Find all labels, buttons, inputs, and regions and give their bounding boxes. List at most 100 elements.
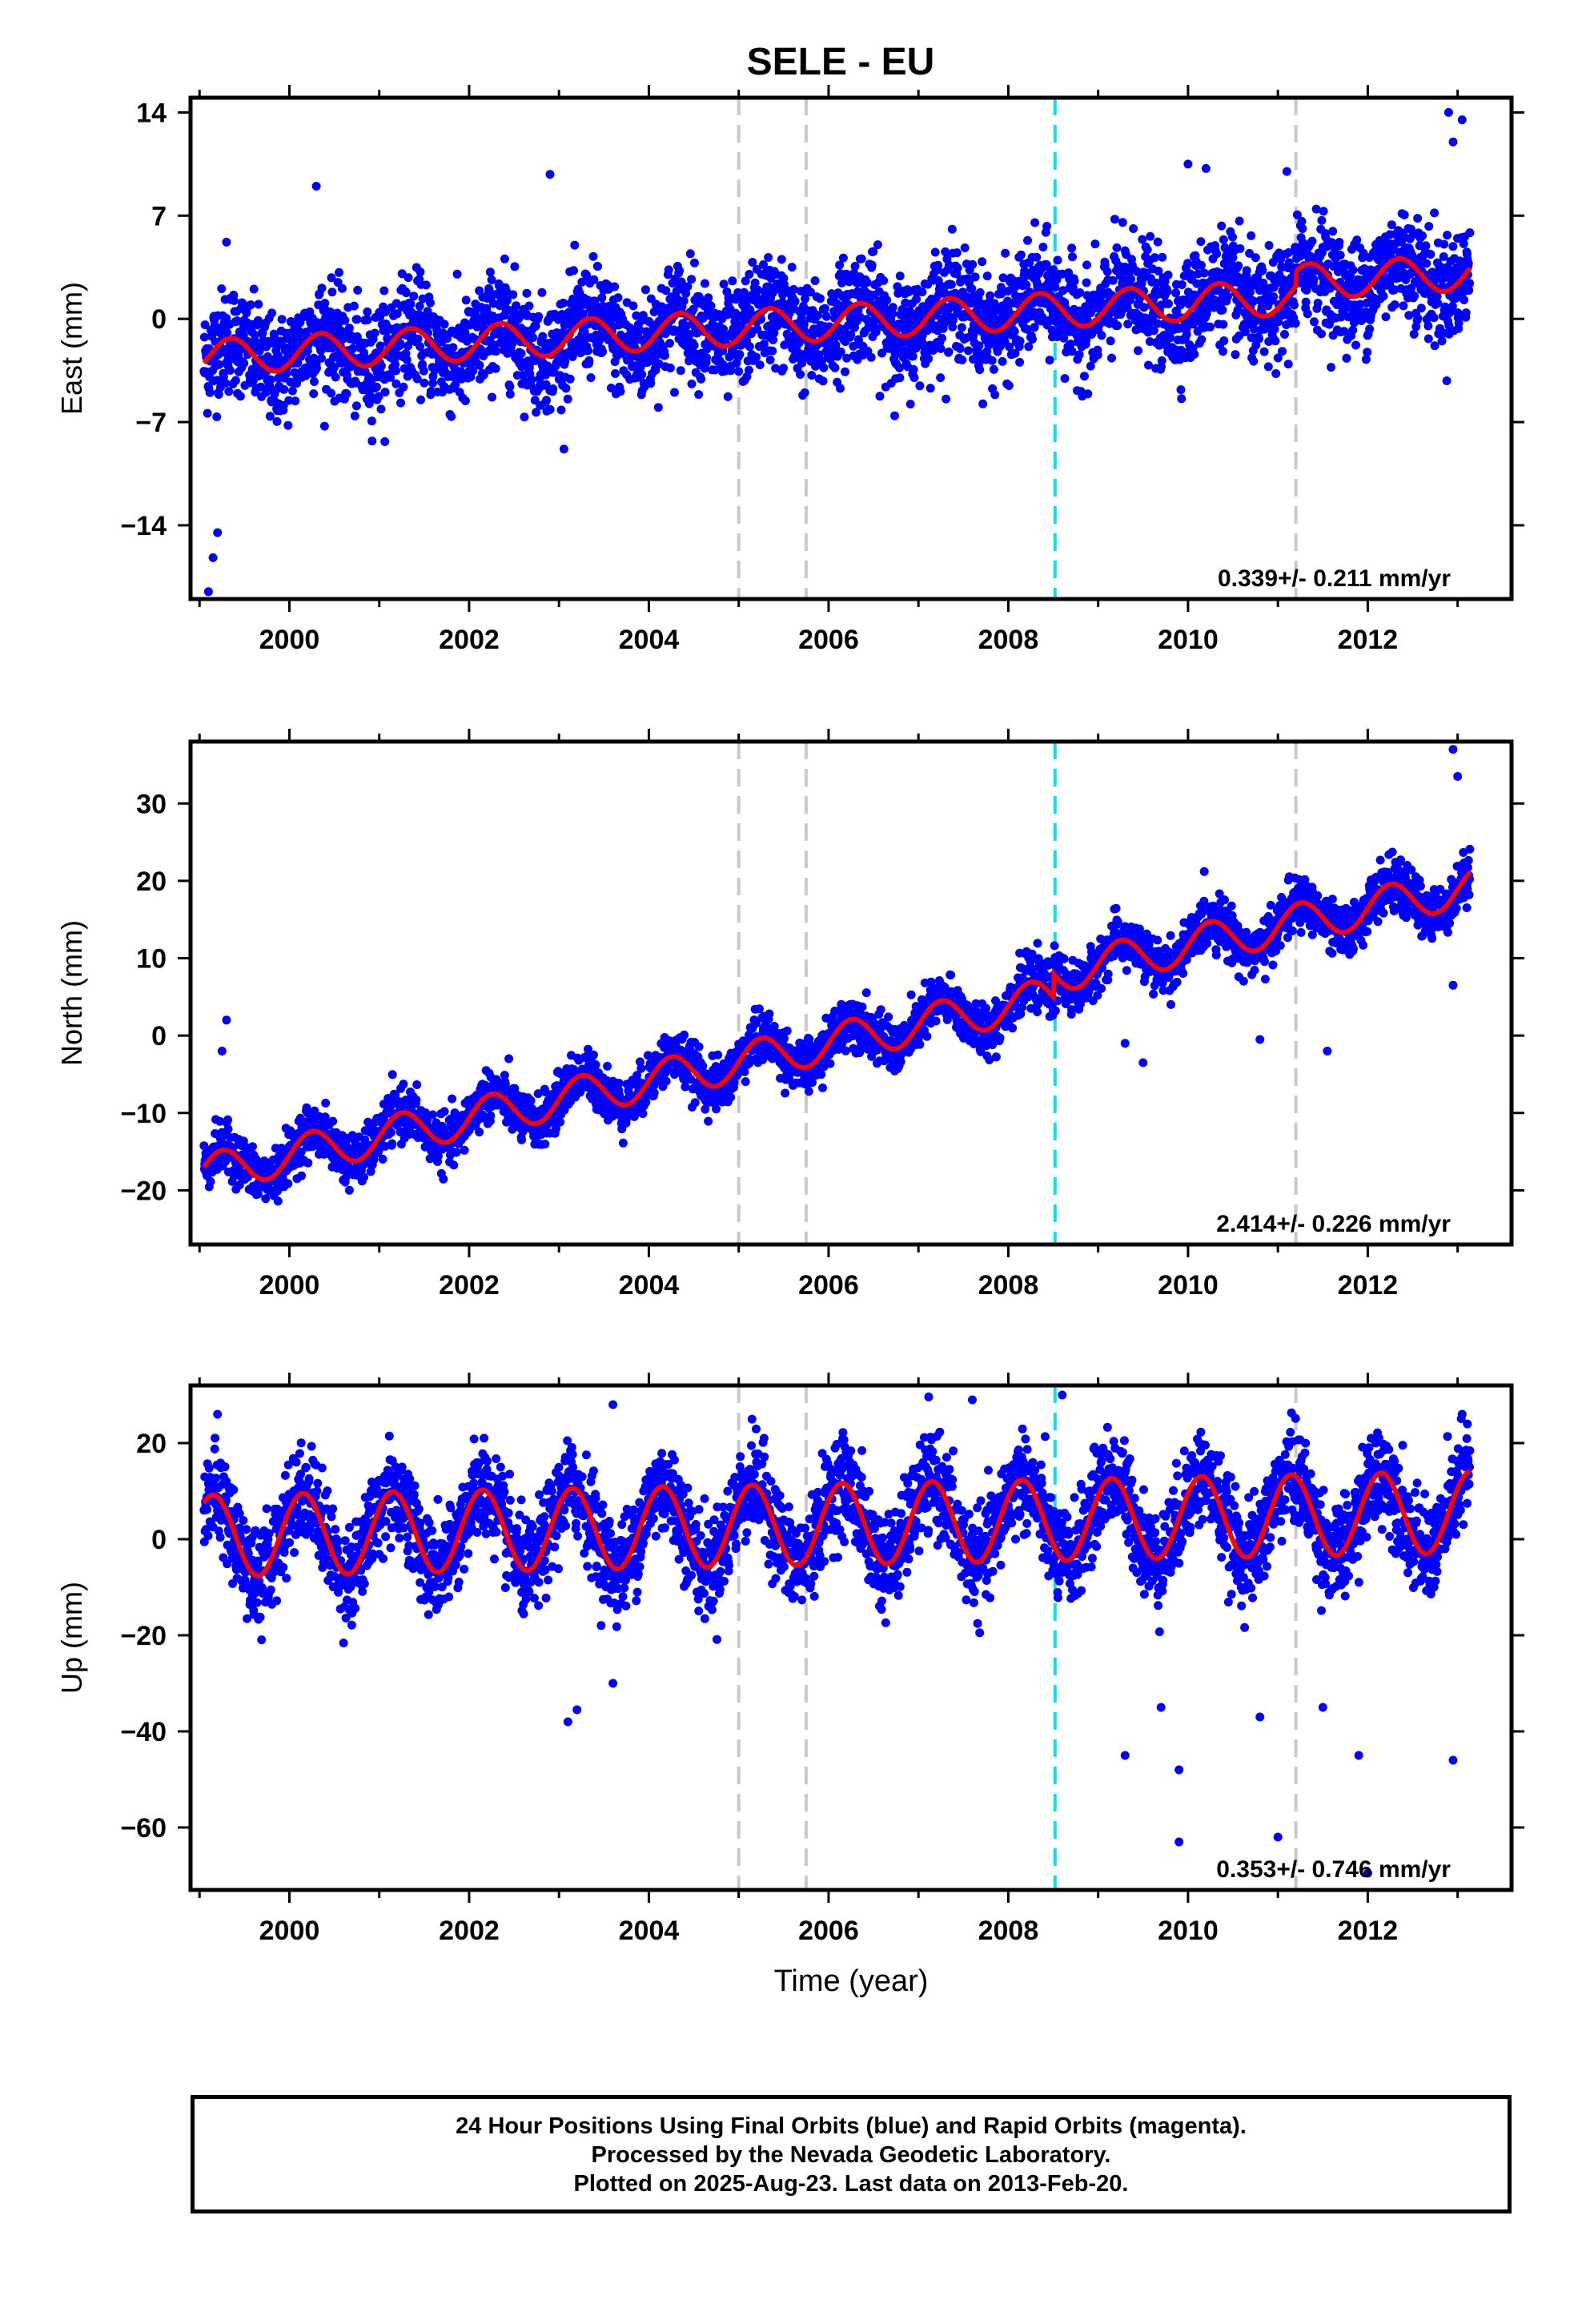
data-point [560, 356, 570, 366]
data-point [520, 412, 529, 422]
data-point [909, 364, 918, 374]
data-point [380, 388, 390, 397]
data-point [653, 403, 663, 412]
data-point [540, 1140, 550, 1149]
data-point-outlier [1443, 107, 1453, 117]
data-point [1348, 265, 1358, 275]
data-point [689, 340, 699, 350]
data-point [1110, 215, 1119, 224]
data-point [504, 1054, 514, 1063]
data-point [1352, 235, 1362, 245]
data-point [320, 299, 330, 308]
data-point [1152, 279, 1162, 287]
data-point [399, 382, 408, 392]
data-point [1212, 249, 1222, 259]
data-point [491, 364, 500, 373]
data-point [335, 267, 343, 277]
data-point [694, 390, 704, 400]
data-point [1142, 245, 1152, 255]
data-point [789, 284, 798, 294]
data-point [203, 408, 212, 418]
data-point [745, 365, 753, 375]
data-point [1248, 297, 1258, 307]
data-point [1150, 253, 1159, 263]
data-point [502, 296, 512, 305]
data-point [745, 308, 755, 317]
data-point [745, 342, 754, 352]
data-point [1016, 250, 1026, 259]
data-point [353, 285, 363, 295]
data-point [978, 257, 987, 267]
data-point [710, 365, 720, 375]
data-point [200, 320, 210, 330]
data-point [1102, 267, 1112, 276]
x-tick-label: 2002 [439, 625, 500, 655]
data-point [1144, 360, 1153, 370]
data-point [413, 334, 423, 344]
data-point [813, 311, 822, 320]
data-point [1163, 270, 1173, 279]
data-point [367, 416, 376, 426]
data-point [719, 279, 729, 289]
data-point [873, 240, 882, 250]
data-point [1292, 210, 1302, 219]
data-point [542, 396, 551, 405]
data-point [665, 364, 675, 372]
data-point [256, 382, 266, 392]
data-point [818, 376, 828, 386]
data-point [1050, 283, 1060, 292]
data-point [235, 1180, 244, 1190]
data-point [723, 392, 733, 401]
data-point [739, 287, 749, 297]
data-point [750, 278, 760, 287]
data-point [460, 396, 470, 405]
data-point [1217, 221, 1227, 231]
data-point [516, 348, 526, 358]
y-tick-label: 0 [151, 304, 167, 335]
data-point [706, 301, 716, 311]
data-point [1270, 324, 1279, 334]
data-point [1070, 276, 1079, 286]
data-point [944, 347, 954, 356]
data-point [556, 1117, 565, 1127]
data-point [1086, 308, 1096, 318]
data-point [787, 263, 797, 272]
data-point-outlier [203, 587, 213, 597]
data-point [215, 360, 224, 369]
data-point [1351, 340, 1360, 350]
data-point [460, 328, 470, 337]
data-point [685, 329, 695, 339]
data-point [806, 287, 815, 297]
data-point [996, 283, 1006, 292]
data-point [518, 371, 528, 380]
data-point [769, 328, 779, 338]
data-point [1112, 243, 1122, 252]
data-point [810, 276, 820, 285]
data-point [376, 361, 386, 371]
data-point [955, 344, 965, 353]
data-point [930, 247, 940, 257]
data-point [998, 273, 1008, 283]
data-point [380, 437, 390, 446]
data-point [253, 316, 263, 325]
data-point [1015, 336, 1025, 346]
data-point [378, 1155, 387, 1164]
data-point [905, 400, 915, 409]
data-point [1348, 325, 1358, 335]
data-point [1059, 333, 1069, 343]
data-point [681, 288, 691, 298]
data-point [593, 262, 603, 271]
data-point [779, 364, 788, 373]
data-point [676, 366, 685, 376]
data-point [344, 1185, 354, 1195]
data-point [1234, 261, 1243, 271]
data-point [616, 387, 625, 396]
data-point [440, 320, 449, 329]
data-point-outlier [1448, 137, 1458, 147]
data-point [1242, 266, 1251, 275]
data-point [412, 374, 422, 384]
data-point [869, 247, 878, 256]
data-point-outlier [1282, 167, 1291, 176]
data-point [1149, 326, 1158, 336]
data-point [412, 1096, 421, 1104]
